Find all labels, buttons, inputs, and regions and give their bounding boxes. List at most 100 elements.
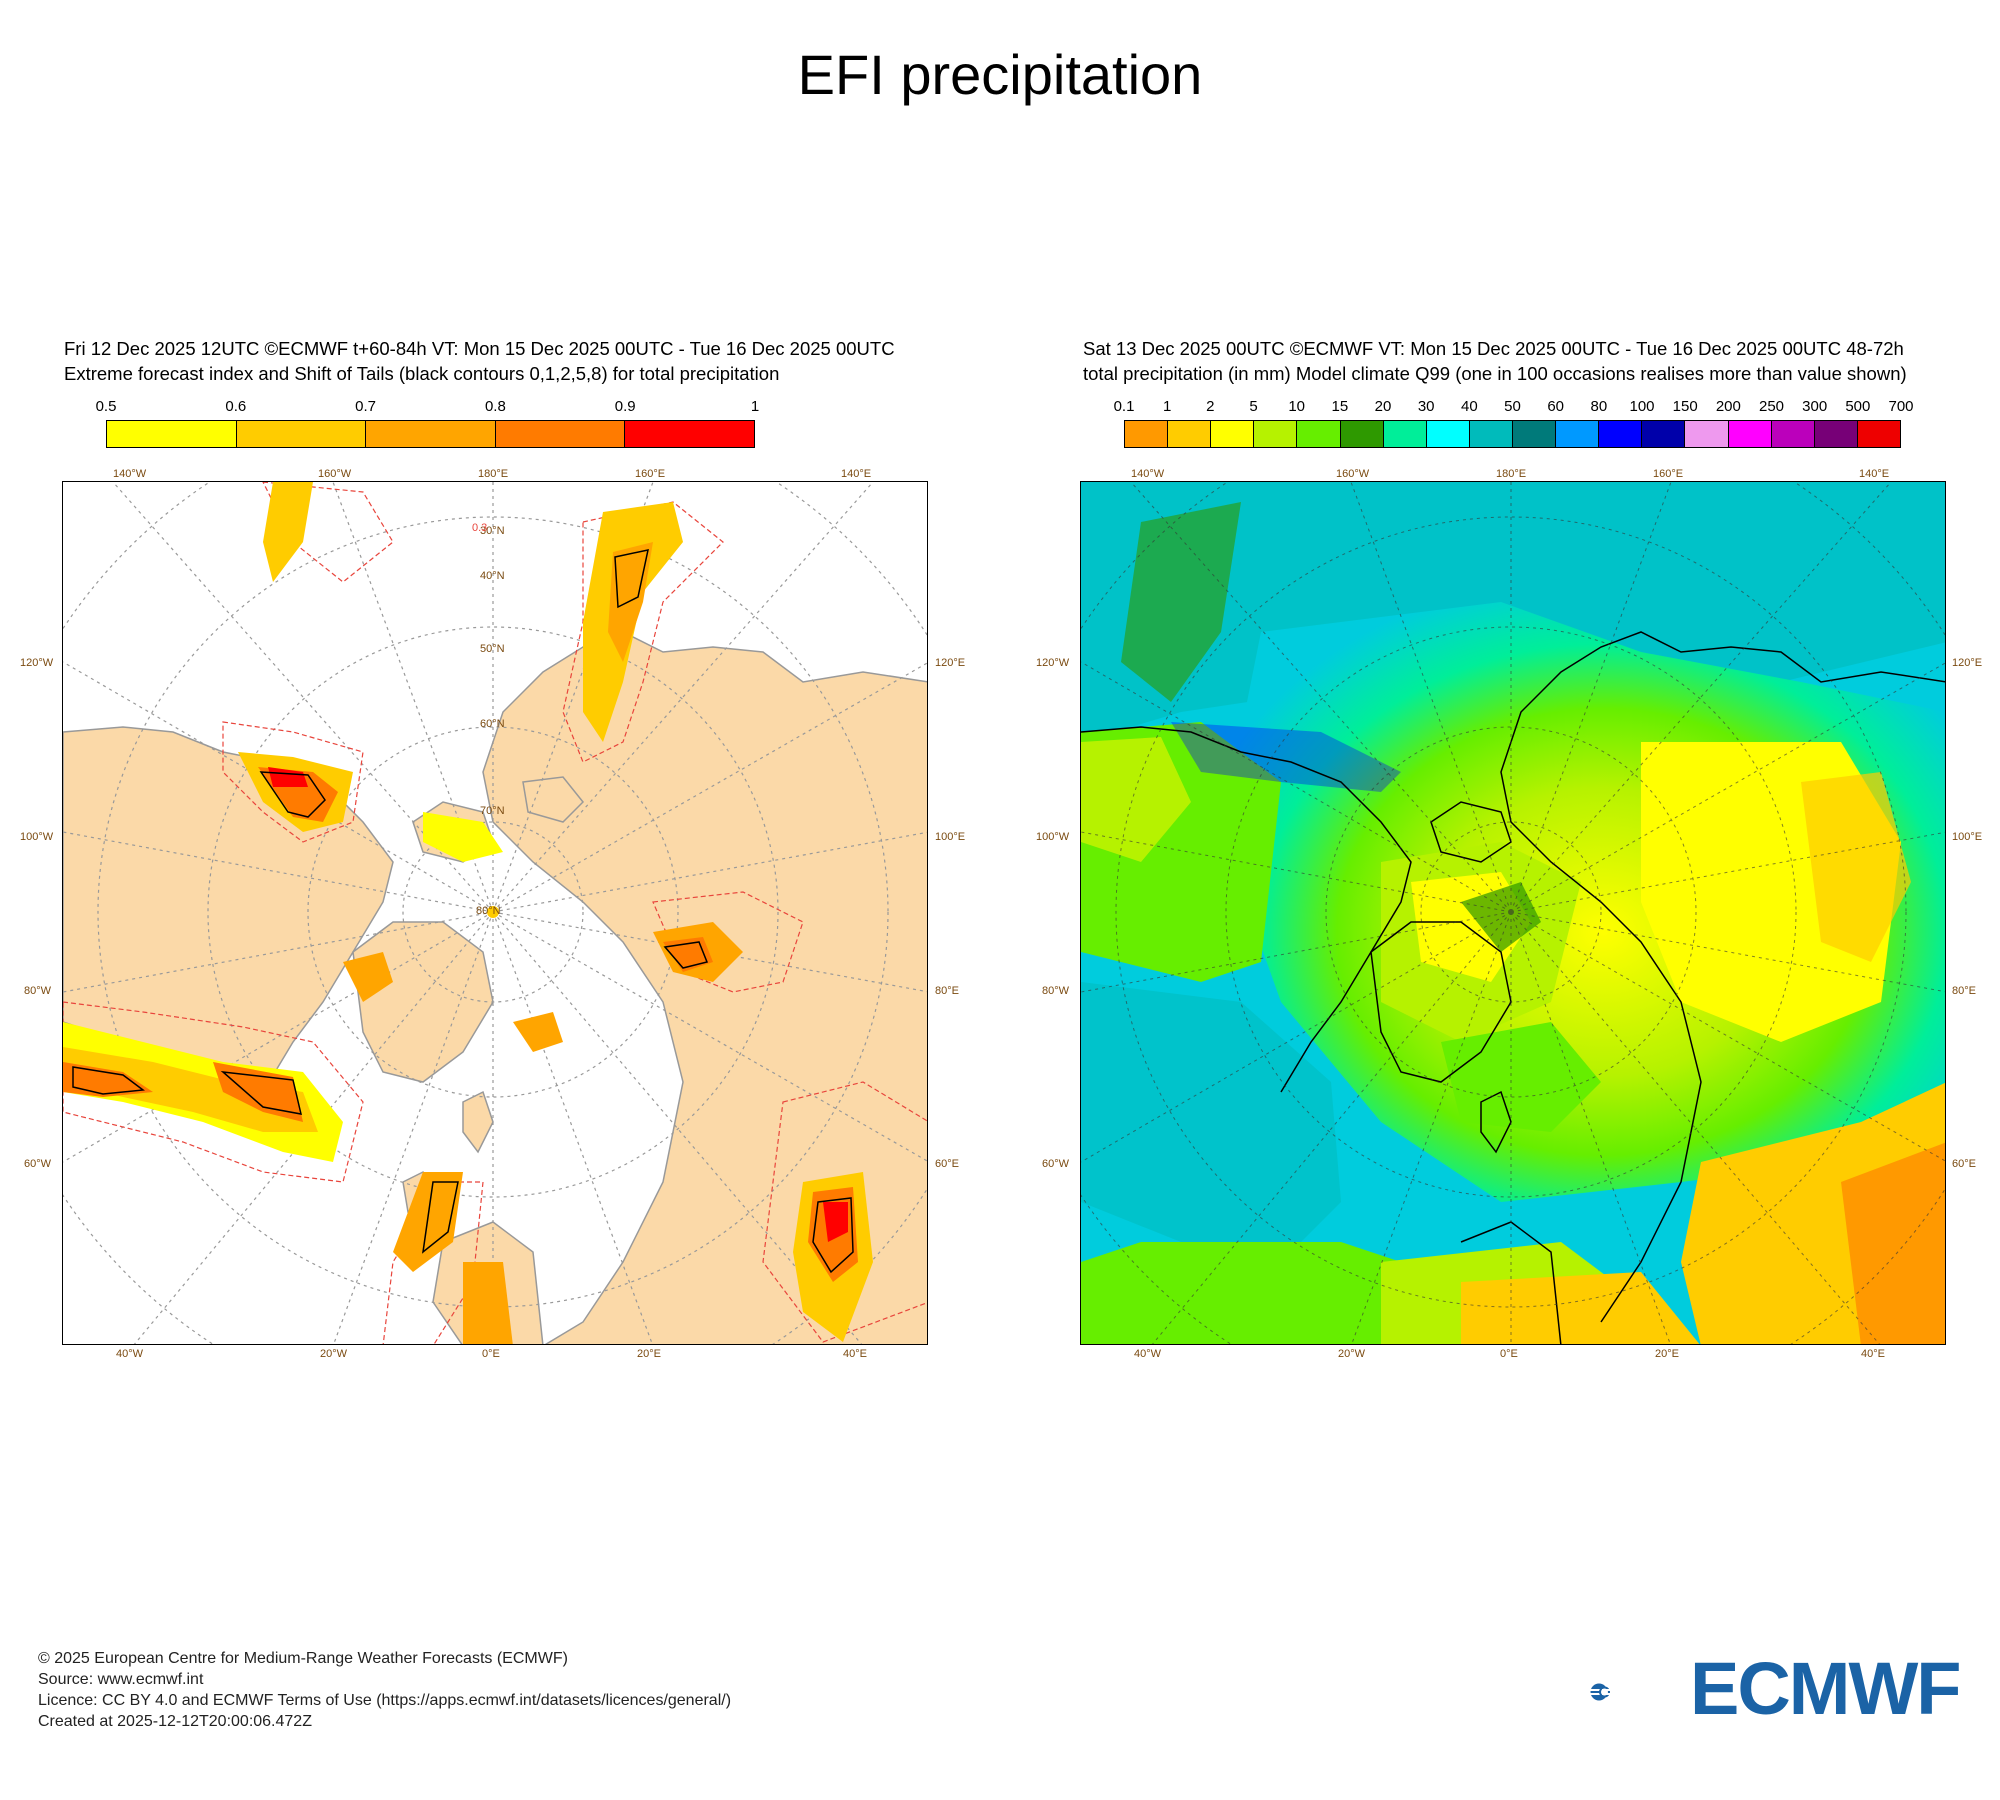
left-lat-30: 30°N <box>480 525 505 537</box>
right-panel-colorbar-label: 5 <box>1249 398 1258 415</box>
footer-created: Created at 2025-12-12T20:00:06.472Z <box>38 1713 312 1730</box>
right-lon-top-2: 180°E <box>1496 468 1527 480</box>
left-panel-colorbar-label: 0.6 <box>225 398 247 415</box>
left-panel-header: Fri 12 Dec 2025 12UTC ©ECMWF t+60-84h VT… <box>64 336 895 386</box>
right-panel-colorbar-swatch <box>1297 421 1341 447</box>
right-panel-colorbar-label: 100 <box>1629 398 1655 415</box>
right-lon-top-0: 140°W <box>1131 468 1165 480</box>
left-lat-60: 60°N <box>480 718 505 730</box>
left-lon-top-0: 140°W <box>113 468 147 480</box>
left-lon-top-4: 140°E <box>841 468 872 480</box>
left-map <box>62 481 928 1345</box>
left-lon-top-1: 160°W <box>318 468 352 480</box>
left-lon-bottom-1: 20°W <box>320 1348 348 1360</box>
right-panel-colorbar-swatch <box>1469 421 1513 447</box>
left-lon-right-3: 60°E <box>935 1158 959 1170</box>
right-panel-colorbar-label: 200 <box>1715 398 1741 415</box>
left-lon-bottom-3: 20°E <box>637 1348 661 1360</box>
left-map-canvas <box>63 482 927 1344</box>
page-title: EFI precipitation <box>797 43 1203 106</box>
right-panel-colorbar-label: 700 <box>1888 398 1914 415</box>
left-lon-left-0: 120°W <box>20 657 54 669</box>
left-lat-70: 70°N <box>480 805 505 817</box>
right-lon-top-3: 160°E <box>1653 468 1684 480</box>
left-contour-label: 0.3 <box>472 522 488 534</box>
left-lon-right-2: 80°E <box>935 985 959 997</box>
right-lon-top-4: 140°E <box>1859 468 1890 480</box>
right-header-line1: Sat 13 Dec 2025 00UTC ©ECMWF VT: Mon 15 … <box>1083 338 1904 359</box>
left-panel-colorbar-label: 0.7 <box>355 398 377 415</box>
left-pole-marker <box>487 906 499 918</box>
ecmwf-logo-text: ECMWF <box>1690 1647 1961 1730</box>
right-panel-colorbar-swatch <box>1642 421 1686 447</box>
right-panel-header: Sat 13 Dec 2025 00UTC ©ECMWF VT: Mon 15 … <box>1083 336 1907 386</box>
right-lon-bottom-1: 20°W <box>1338 1348 1366 1360</box>
right-precip-shading <box>1081 482 1945 1344</box>
left-panel-colorbar-swatch <box>495 421 626 447</box>
right-panel-colorbar-label: 1 <box>1162 398 1172 415</box>
right-panel-colorbar-label: 80 <box>1590 398 1608 415</box>
right-panel-colorbar-swatch <box>1340 421 1384 447</box>
left-panel-colorbar-swatch <box>236 421 367 447</box>
right-panel-colorbar-label: 40 <box>1460 398 1478 415</box>
left-colorbar <box>106 420 755 448</box>
right-panel-colorbar-swatch <box>1426 421 1470 447</box>
left-lat-40: 40°N <box>480 570 505 582</box>
left-panel-colorbar-swatch <box>625 421 754 447</box>
right-lon-bottom-2: 0°E <box>1500 1348 1518 1360</box>
right-panel-colorbar-swatch <box>1383 421 1427 447</box>
left-header-line1: Fri 12 Dec 2025 12UTC ©ECMWF t+60-84h VT… <box>64 338 895 359</box>
right-panel-colorbar-label: 250 <box>1758 398 1785 415</box>
left-panel-colorbar-label: 0.8 <box>484 398 506 415</box>
left-lon-right-1: 100°E <box>935 831 966 843</box>
left-lon-right-0: 120°E <box>935 657 966 669</box>
left-lat-50: 50°N <box>480 643 505 655</box>
left-sot-contours <box>72 549 854 1274</box>
right-panel-colorbar-swatch <box>1599 421 1643 447</box>
left-panel-colorbar-swatch <box>366 421 496 447</box>
right-panel-colorbar-swatch <box>1556 421 1600 447</box>
left-panel-colorbar-label: 0.5 <box>95 398 117 415</box>
right-panel-colorbar-label: 150 <box>1672 398 1698 415</box>
left-lon-left-2: 80°W <box>24 985 52 997</box>
footer-licence: Licence: CC BY 4.0 and ECMWF Terms of Us… <box>38 1692 732 1709</box>
right-lon-right-2: 80°E <box>1952 985 1976 997</box>
footer-source: Source: www.ecmwf.int <box>38 1671 204 1688</box>
right-panel-colorbar-label: 20 <box>1374 398 1392 415</box>
footer-copyright: © 2025 European Centre for Medium-Range … <box>38 1650 568 1667</box>
left-lat-80: 80°N <box>476 905 501 917</box>
right-panel-colorbar-swatch <box>1857 421 1900 447</box>
right-panel-colorbar-label: 300 <box>1802 398 1828 415</box>
left-lon-left-3: 60°W <box>24 1158 52 1170</box>
right-panel-colorbar-swatch <box>1512 421 1557 447</box>
left-lon-top-2: 180°E <box>478 468 509 480</box>
right-panel-colorbar-swatch <box>1814 421 1858 447</box>
right-panel-colorbar-swatch <box>1168 421 1212 447</box>
right-map <box>1080 481 1946 1345</box>
right-panel-colorbar-swatch <box>1685 421 1729 447</box>
right-lon-bottom-0: 40°W <box>1134 1348 1162 1360</box>
right-panel-colorbar-label: 50 <box>1504 398 1521 415</box>
right-lon-left-1: 100°W <box>1036 831 1070 843</box>
left-header-line2: Extreme forecast index and Shift of Tail… <box>64 363 780 384</box>
left-lon-bottom-4: 40°E <box>843 1348 867 1360</box>
right-panel-colorbar-label: 0.1 <box>1113 398 1135 415</box>
right-panel-colorbar-swatch <box>1125 421 1169 447</box>
right-lon-left-2: 80°W <box>1042 985 1070 997</box>
right-panel-colorbar-swatch <box>1728 421 1772 447</box>
right-panel-colorbar-label: 10 <box>1288 398 1305 415</box>
left-efi-contours <box>63 482 927 1344</box>
right-panel-colorbar-swatch <box>1254 421 1298 447</box>
right-lon-bottom-3: 20°E <box>1655 1348 1679 1360</box>
left-panel-colorbar-label: 0.9 <box>614 398 636 415</box>
left-lon-bottom-2: 0°E <box>482 1348 500 1360</box>
right-lon-top-1: 160°W <box>1336 468 1370 480</box>
right-colorbar <box>1124 420 1901 448</box>
right-panel-colorbar-label: 60 <box>1547 398 1564 415</box>
right-lon-left-3: 60°W <box>1042 1158 1070 1170</box>
right-header-line2: total precipitation (in mm) Model climat… <box>1083 363 1907 384</box>
right-lon-right-3: 60°E <box>1952 1158 1976 1170</box>
left-panel-colorbar-swatch <box>107 421 237 447</box>
right-graticule <box>1081 482 1945 1344</box>
left-lon-left-1: 100°W <box>20 831 54 843</box>
